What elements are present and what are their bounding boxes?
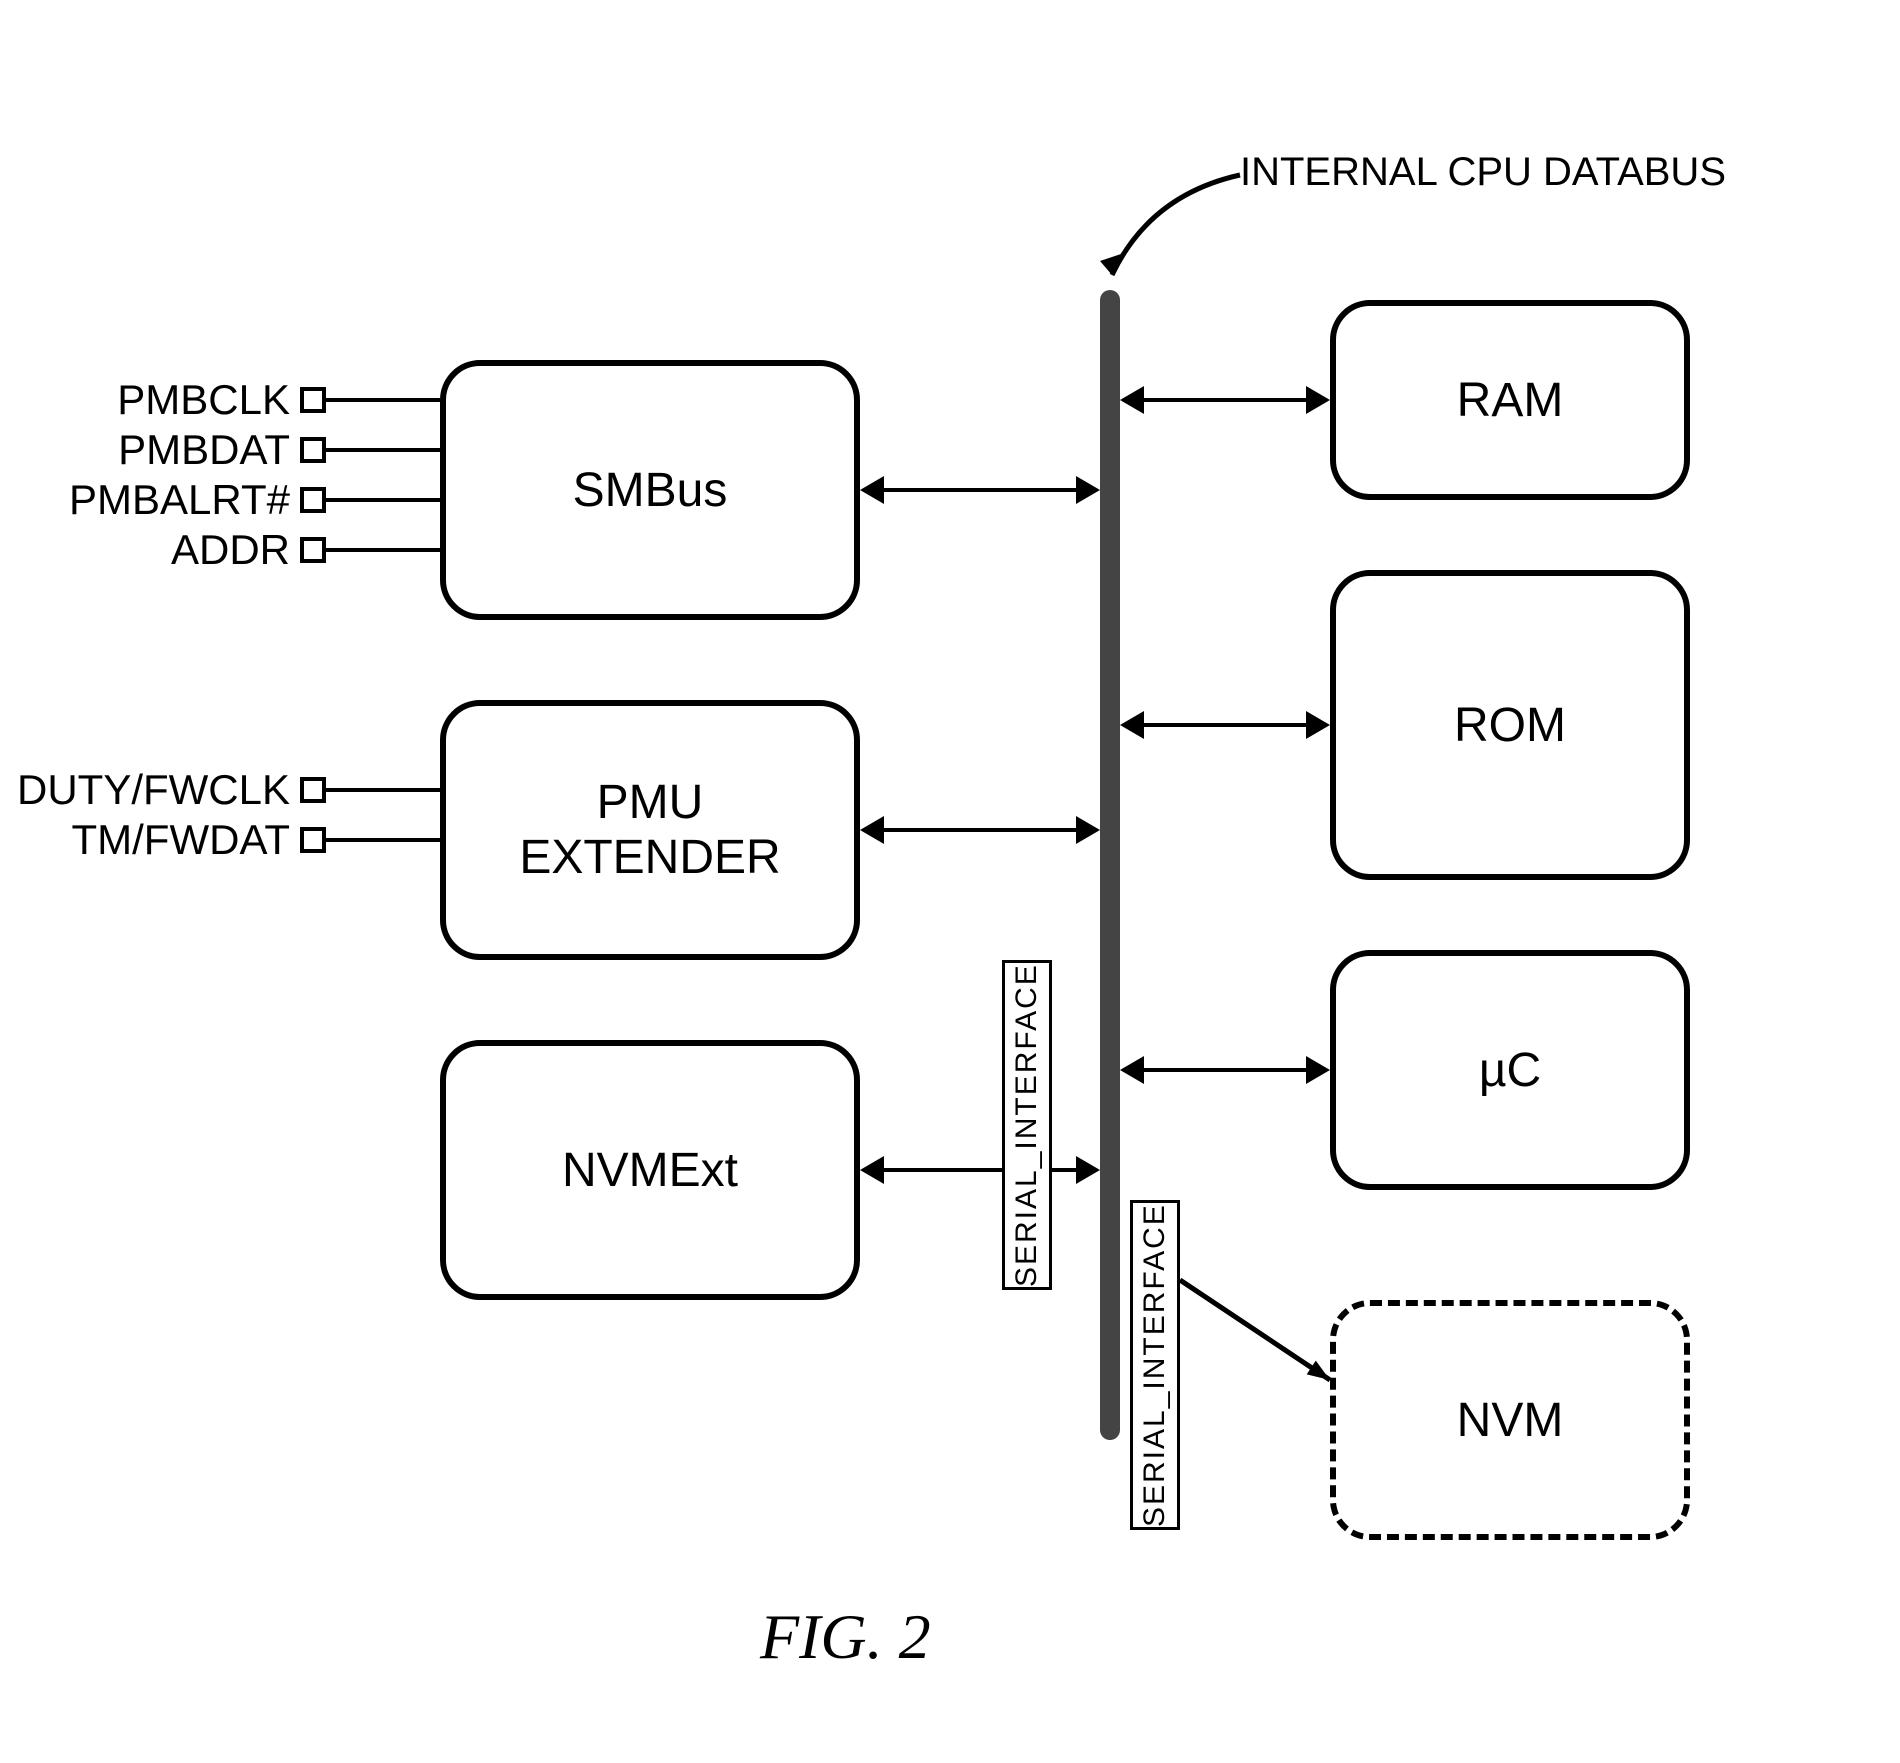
conn-uc	[1144, 1068, 1306, 1072]
pin-port-dutyfwclk	[300, 777, 326, 803]
pin-port-pmbclk	[300, 387, 326, 413]
block-nvmext-label: NVMExt	[562, 1143, 738, 1198]
conn-pmuext-head-r	[1076, 816, 1100, 844]
block-smbus: SMBus	[440, 360, 860, 620]
pin-wire-tmfwdat	[326, 838, 440, 842]
conn-rom-head-l	[1120, 711, 1144, 739]
pin-port-tmfwdat	[300, 827, 326, 853]
conn-ram	[1144, 398, 1306, 402]
serial1: SERIAL_INTERFACE	[1002, 960, 1052, 1290]
block-rom: ROM	[1330, 570, 1690, 880]
pin-label-tmfwdat: TM/FWDAT	[10, 816, 290, 864]
conn-rom-head-r	[1306, 711, 1330, 739]
block-pmuext: PMU EXTENDER	[440, 700, 860, 960]
block-pmuext-label: PMU EXTENDER	[519, 775, 780, 885]
block-uc-label: µC	[1479, 1043, 1541, 1098]
conn-uc-head-r	[1306, 1056, 1330, 1084]
pin-port-pmbdat	[300, 437, 326, 463]
databus-pointer	[1090, 165, 1290, 325]
block-rom-label: ROM	[1454, 698, 1566, 753]
pin-wire-pmbdat	[326, 448, 440, 452]
conn-rom	[1144, 723, 1306, 727]
conn-nvmext-head-r	[1076, 1156, 1100, 1184]
block-ram-label: RAM	[1457, 373, 1564, 428]
pin-port-addr	[300, 537, 326, 563]
block-nvm-label: NVM	[1457, 1393, 1564, 1448]
pin-label-dutyfwclk: DUTY/FWCLK	[10, 766, 290, 814]
pin-wire-pmbclk	[326, 398, 440, 402]
conn-smbus	[884, 488, 1076, 492]
databus-title: INTERNAL CPU DATABUS	[1240, 150, 1726, 195]
conn-ram-head-r	[1306, 386, 1330, 414]
conn-smbus-head-l	[860, 476, 884, 504]
conn-pmuext-head-l	[860, 816, 884, 844]
conn-ram-head-l	[1120, 386, 1144, 414]
pin-label-pmbclk: PMBCLK	[10, 376, 290, 424]
pin-port-pmbalrt	[300, 487, 326, 513]
pin-label-addr: ADDR	[10, 526, 290, 574]
serial2-to-nvm-arrow	[1170, 1270, 1360, 1410]
block-nvmext: NVMExt	[440, 1040, 860, 1300]
pin-wire-pmbalrt	[326, 498, 440, 502]
block-uc: µC	[1330, 950, 1690, 1190]
conn-nvmext-head-l	[860, 1156, 884, 1184]
databus	[1100, 290, 1120, 1440]
conn-uc-head-l	[1120, 1056, 1144, 1084]
pin-wire-addr	[326, 548, 440, 552]
pin-label-pmbalrt: PMBALRT#	[10, 476, 290, 524]
block-smbus-label: SMBus	[573, 463, 728, 518]
figure-caption: FIG. 2	[760, 1600, 931, 1674]
pin-wire-dutyfwclk	[326, 788, 440, 792]
conn-smbus-head-r	[1076, 476, 1100, 504]
pin-label-pmbdat: PMBDAT	[10, 426, 290, 474]
block-nvm: NVM	[1330, 1300, 1690, 1540]
conn-pmuext	[884, 828, 1076, 832]
block-ram: RAM	[1330, 300, 1690, 500]
